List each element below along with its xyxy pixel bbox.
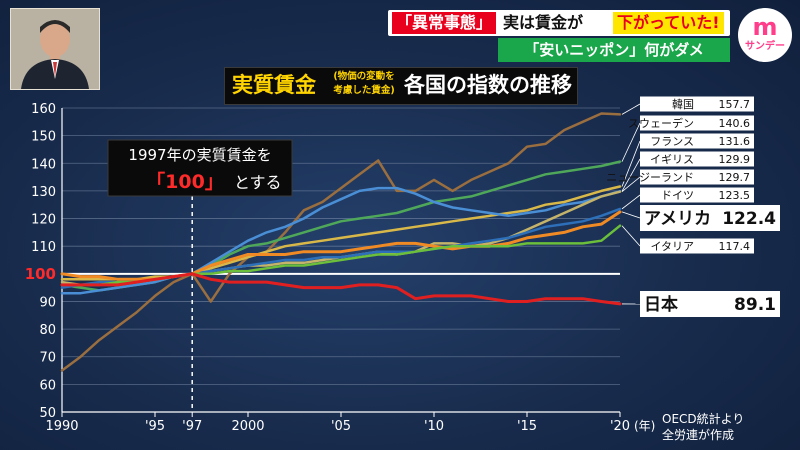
x-tick-label: '15 <box>517 419 537 434</box>
x-tick-label: '97 <box>182 419 202 434</box>
label-box-スウェーデン <box>640 115 754 131</box>
series-name-ドイツ: ドイツ <box>661 189 694 202</box>
x-tick-label: '10 <box>424 419 444 434</box>
label-leader-フランス <box>621 140 641 187</box>
series-line-イタリア <box>60 224 622 287</box>
y-tick-label: 100 <box>25 265 56 283</box>
headline-text: 実は賃金が <box>503 13 584 32</box>
series-name-ニュージーランド: ニュージーランド <box>606 171 694 184</box>
label-box-イタリア <box>640 238 754 254</box>
series-value-ニュージーランド: 129.7 <box>719 171 751 184</box>
source-note-1: OECD統計より <box>662 412 745 426</box>
presenter-thumbnail <box>10 8 100 90</box>
y-tick-label: 70 <box>39 351 56 366</box>
x-tick-label: '95 <box>145 419 165 434</box>
series-line-イギリス <box>60 186 622 295</box>
annotation-box <box>107 139 293 197</box>
series-name-韓国: 韓国 <box>672 98 694 111</box>
logo-mark: m <box>752 13 778 41</box>
series-value-イタリア: 117.4 <box>719 240 751 253</box>
series-line-韓国 <box>60 112 622 372</box>
chart-title-note: (物価の変動を考慮した賃金) <box>333 71 395 96</box>
label-box-イギリス <box>640 151 754 167</box>
series-value-アメリカ: 122.4 <box>722 209 776 229</box>
series-value-日本: 89.1 <box>734 295 776 315</box>
subheadline: 「安いニッポン」何がダメ <box>498 38 730 62</box>
series-line-フランス <box>60 185 622 281</box>
series-value-フランス: 131.6 <box>719 135 751 148</box>
x-tick-label: 2000 <box>231 419 264 434</box>
annotation-suffix: とする <box>234 173 282 192</box>
series-name-アメリカ: アメリカ <box>644 209 711 229</box>
y-tick-label: 90 <box>39 295 56 310</box>
label-box-韓国 <box>640 96 754 112</box>
label-box-ニュージーランド <box>640 169 754 185</box>
annotation-line1: 1997年の実質賃金を <box>128 146 271 164</box>
headline-highlight: 下がっていた! <box>613 12 724 34</box>
presenter-figure <box>11 9 99 89</box>
series-name-イタリア: イタリア <box>650 240 694 253</box>
series-name-スウェーデン: スウェーデン <box>628 116 694 130</box>
series-name-フランス: フランス <box>650 135 694 148</box>
series-name-日本: 日本 <box>644 294 678 315</box>
chart-title-rest: 各国の指数の推移 <box>404 73 572 97</box>
label-leader-イタリア <box>621 225 641 247</box>
y-tick-label: 50 <box>39 406 56 421</box>
series-name-イギリス: イギリス <box>650 153 694 166</box>
source-note-2: 全労連が作成 <box>662 428 735 442</box>
channel-logo: m サンデー <box>738 8 792 62</box>
label-leader-韓国 <box>621 103 641 115</box>
y-tick-label: 110 <box>31 240 56 255</box>
y-tick-label: 140 <box>31 157 56 172</box>
y-tick-label: 130 <box>31 185 56 200</box>
y-tick-label: 60 <box>39 378 56 393</box>
label-leader-ドイツ <box>621 194 641 210</box>
logo-subtext: サンデー <box>745 41 785 52</box>
y-tick-label: 80 <box>39 323 56 338</box>
y-tick-label: 120 <box>31 213 56 228</box>
label-box-アメリカ <box>640 205 780 231</box>
x-tick-label: '05 <box>331 419 351 434</box>
series-value-スウェーデン: 140.6 <box>719 117 751 130</box>
series-value-韓国: 157.7 <box>719 98 751 111</box>
annotation-value: 「100」 <box>146 170 224 193</box>
label-box-フランス <box>640 133 754 149</box>
label-leader-アメリカ <box>621 211 641 219</box>
label-leader-スウェーデン <box>621 122 641 162</box>
label-leader-ニュージーランド <box>621 176 641 193</box>
chart-title: 実質賃金 <box>232 73 316 97</box>
y-tick-label: 150 <box>31 130 56 145</box>
x-unit-label: (年) <box>634 419 655 433</box>
series-value-ドイツ: 123.5 <box>719 189 751 202</box>
label-box-日本 <box>640 291 780 317</box>
series-line-日本 <box>60 272 622 306</box>
series-value-イギリス: 129.9 <box>719 153 751 166</box>
x-tick-label: 1990 <box>45 419 78 434</box>
chart-title-box <box>224 67 578 105</box>
label-box-ドイツ <box>640 187 754 203</box>
y-tick-label: 160 <box>31 102 56 117</box>
x-tick-label: '20 <box>610 419 630 434</box>
headline-tag: 「異常事態」 <box>392 12 497 34</box>
label-leader-イギリス <box>621 158 641 192</box>
